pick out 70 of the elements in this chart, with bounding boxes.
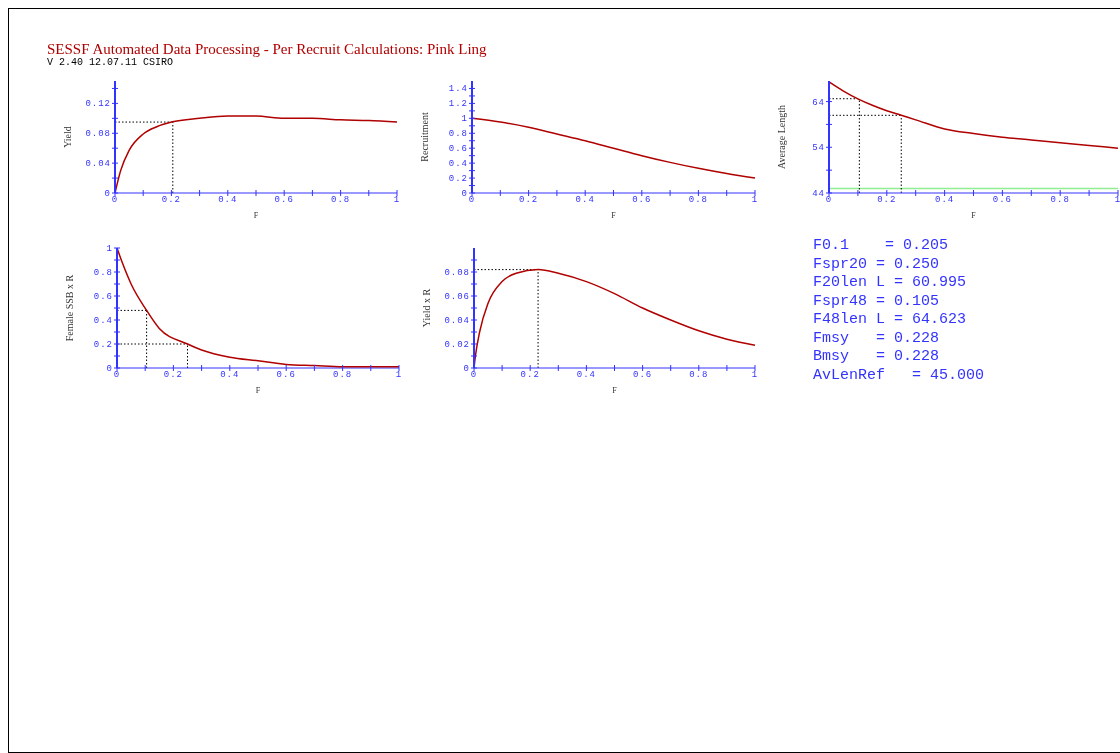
chart-title: SESSF Automated Data Processing - Per Recruit Calculations: Pink Ling [47, 41, 488, 57]
text: Fspr48 = 0.105 [813, 292, 940, 310]
y-axis-title: Yield x R [421, 288, 432, 328]
text: Bmsy = 0.228 [813, 348, 940, 365]
x-tick-label: 0.2 [519, 195, 539, 205]
x-axis-title: F [611, 211, 617, 220]
x-tick-label: 0 [825, 195, 833, 205]
y-axis-title: Yield [62, 126, 73, 148]
y-tick-label: 0.06 [444, 292, 470, 302]
x-axis-title: F [255, 386, 261, 395]
text: F0.1 = 0.205 [813, 237, 949, 254]
x-axis-title: F [612, 386, 618, 395]
y-tick-label: 0.6 [93, 292, 113, 302]
x-tick-label: 0.2 [877, 195, 897, 205]
x-tick-label: 0.8 [331, 195, 351, 205]
y-tick-label: 0.08 [85, 129, 111, 140]
x-tick-label: 0.2 [163, 370, 183, 380]
text: Fmsy = 0.228 [813, 329, 940, 347]
x-tick-label: 0.8 [689, 370, 709, 380]
y-tick-label: 1.2 [448, 99, 468, 110]
x-tick-label: 0.6 [992, 195, 1012, 205]
text: F20len L = 60.995 [813, 274, 967, 291]
x-tick-label: 0.4 [575, 195, 595, 205]
x-tick-label: 1 [395, 370, 403, 380]
x-tick-label: 0.4 [220, 370, 240, 380]
y-tick-label: 0.6 [448, 144, 468, 155]
x-tick-label: 0.6 [633, 370, 653, 380]
text: Fspr20 = 0.250 [813, 255, 940, 273]
y-axis-title: Recruitment [419, 112, 430, 162]
chart-subtitle: V 2.40 12.07.11 CSIRO [47, 57, 174, 68]
y-tick-label: 0.04 [85, 159, 111, 170]
y-tick-label: 64 [812, 97, 825, 108]
y-tick-label: 0.2 [448, 174, 468, 185]
y-tick-label: 44 [812, 189, 825, 199]
y-tick-label: 0.8 [93, 268, 113, 278]
x-tick-label: 0.6 [276, 370, 296, 380]
x-tick-label: 0.8 [333, 370, 353, 380]
x-tick-label: 0.8 [1050, 195, 1070, 205]
x-tick-label: 0.8 [688, 195, 708, 205]
x-axis-title: F [253, 211, 259, 220]
x-tick-label: 0.4 [218, 195, 238, 205]
x-tick-label: 0.4 [935, 195, 955, 205]
text: AvLenRef = 45.000 [813, 366, 985, 384]
y-tick-label: 1 [106, 244, 113, 254]
x-tick-label: 1 [751, 195, 759, 205]
y-tick-label: 0.2 [93, 340, 113, 350]
y-tick-label: 1 [461, 114, 468, 125]
y-tick-label: 0.4 [448, 159, 468, 170]
x-axis-title: F [971, 211, 977, 220]
y-tick-label: 0.8 [448, 129, 468, 140]
y-tick-label: 0.02 [444, 340, 470, 350]
y-tick-label: 0.4 [93, 316, 113, 326]
x-tick-label: 0.4 [576, 370, 596, 380]
x-tick-label: 0.2 [520, 370, 540, 380]
y-tick-label: 0.08 [444, 268, 470, 278]
y-axis-title: Average Length [776, 105, 787, 169]
x-tick-label: 1 [751, 370, 759, 380]
x-tick-label: 0 [113, 370, 121, 380]
y-axis-title: Female SSB x R [64, 274, 75, 342]
y-tick-label: 54 [812, 143, 825, 154]
text: F48len L = 64.623 [813, 311, 967, 328]
x-tick-label: 0.6 [632, 195, 652, 205]
x-tick-label: 0.6 [274, 195, 294, 205]
y-tick-label: 0.04 [444, 316, 470, 326]
x-tick-label: 1 [393, 195, 401, 205]
x-tick-label: 0 [470, 370, 478, 380]
x-tick-label: 0.2 [161, 195, 181, 205]
x-tick-label: 1 [1114, 195, 1120, 205]
y-tick-label: 1.4 [448, 84, 468, 95]
y-tick-label: 0.12 [85, 99, 111, 110]
